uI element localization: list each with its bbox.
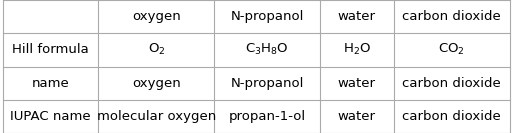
Text: name: name: [32, 77, 70, 90]
Text: oxygen: oxygen: [132, 77, 181, 90]
Text: water: water: [338, 10, 376, 23]
Text: carbon dioxide: carbon dioxide: [402, 10, 501, 23]
Text: $\mathregular{O_2}$: $\mathregular{O_2}$: [148, 42, 165, 57]
Text: propan-1-ol: propan-1-ol: [228, 110, 306, 123]
Text: N-propanol: N-propanol: [230, 10, 304, 23]
Text: carbon dioxide: carbon dioxide: [402, 77, 501, 90]
Text: $\mathregular{H_2O}$: $\mathregular{H_2O}$: [343, 42, 371, 57]
Text: Hill formula: Hill formula: [12, 43, 89, 56]
Text: N-propanol: N-propanol: [230, 77, 304, 90]
Text: carbon dioxide: carbon dioxide: [402, 110, 501, 123]
Text: water: water: [338, 77, 376, 90]
Text: oxygen: oxygen: [132, 10, 181, 23]
Text: IUPAC name: IUPAC name: [11, 110, 91, 123]
Text: water: water: [338, 110, 376, 123]
Text: $\mathregular{C_3H_8O}$: $\mathregular{C_3H_8O}$: [245, 42, 289, 57]
Text: molecular oxygen: molecular oxygen: [97, 110, 216, 123]
Text: $\mathregular{CO_2}$: $\mathregular{CO_2}$: [439, 42, 465, 57]
